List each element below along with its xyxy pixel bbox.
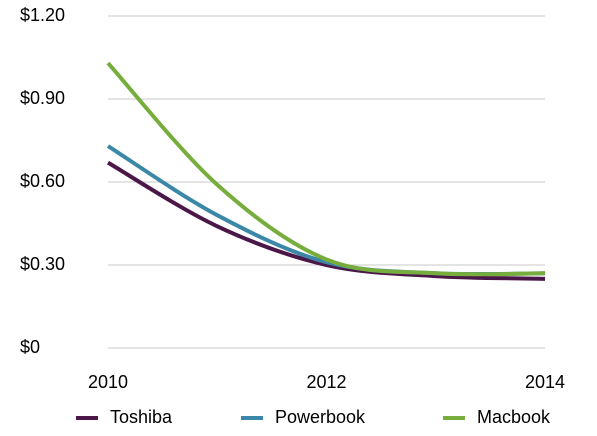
line-series [106,160,546,281]
legend-label: Toshiba [110,407,173,427]
x-tick-label: 2012 [306,372,346,392]
legend-label: Macbook [477,407,551,427]
line-series [106,144,546,277]
y-tick-label: $0.30 [20,254,65,274]
y-tick-label: $0.60 [20,171,65,191]
y-tick-label: $0 [20,337,40,357]
y-tick-label: $0.90 [20,88,65,108]
x-tick-label: 2010 [88,372,128,392]
line-series [106,61,546,277]
legend-label: Powerbook [275,407,366,427]
y-tick-label: $1.20 [20,5,65,25]
x-tick-label: 2014 [525,372,565,392]
